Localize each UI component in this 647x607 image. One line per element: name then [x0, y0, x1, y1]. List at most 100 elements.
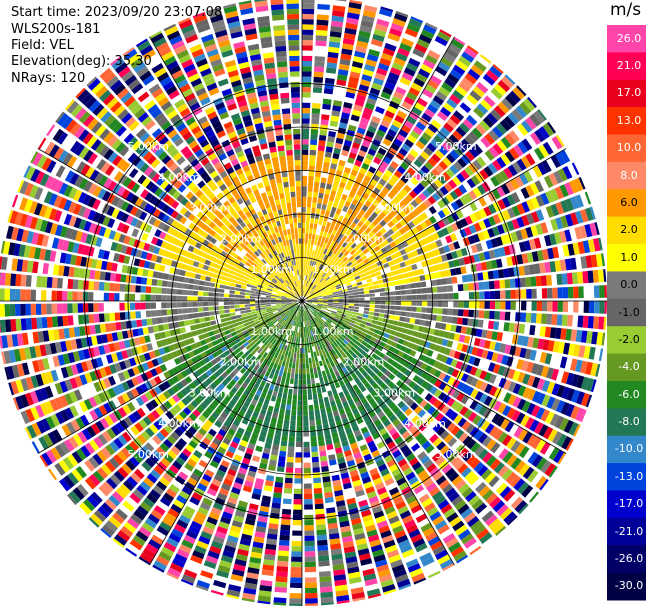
velocity-gate	[436, 315, 443, 322]
velocity-gate	[278, 540, 290, 546]
velocity-gate	[370, 38, 384, 47]
velocity-gate	[575, 329, 583, 343]
velocity-gate	[290, 415, 296, 421]
velocity-gate	[354, 255, 361, 261]
velocity-gate	[302, 40, 313, 46]
velocity-gate	[308, 276, 312, 282]
velocity-gate	[321, 466, 329, 473]
velocity-gate	[303, 285, 305, 291]
velocity-gate	[562, 287, 569, 299]
velocity-gate	[312, 302, 318, 305]
velocity-gate	[383, 332, 390, 339]
velocity-gate	[539, 262, 546, 274]
velocity-gate	[559, 259, 567, 271]
velocity-gate	[492, 126, 504, 138]
velocity-gate	[304, 243, 308, 249]
velocity-gate	[324, 237, 329, 244]
velocity-gate	[434, 35, 449, 47]
velocity-gate	[309, 249, 313, 255]
velocity-gate	[230, 315, 237, 320]
velocity-gate	[424, 127, 435, 138]
velocity-gate	[322, 98, 332, 105]
velocity-gate	[364, 301, 370, 304]
velocity-gate	[466, 114, 478, 126]
velocity-gate	[379, 287, 385, 292]
velocity-gate	[538, 144, 550, 158]
velocity-gate	[421, 287, 427, 294]
velocity-gate	[331, 310, 337, 314]
velocity-gate	[427, 79, 440, 90]
velocity-gate	[319, 258, 323, 264]
velocity-gate	[279, 450, 287, 457]
velocity-gate	[425, 22, 438, 30]
velocity-gate	[326, 307, 333, 311]
velocity-gate	[487, 270, 494, 280]
velocity-gate	[481, 329, 488, 339]
velocity-gate	[334, 256, 340, 262]
velocity-gate	[415, 313, 422, 319]
velocity-gate	[459, 195, 469, 206]
velocity-gate	[501, 98, 514, 111]
velocity-gate	[361, 15, 375, 23]
velocity-gate	[452, 308, 459, 316]
velocity-gate	[361, 280, 368, 285]
velocity-gate	[599, 285, 605, 298]
velocity-gate	[457, 157, 467, 168]
velocity-gate	[574, 226, 583, 240]
velocity-gate	[380, 301, 386, 305]
velocity-gate	[493, 248, 501, 258]
velocity-gate	[545, 190, 555, 203]
velocity-gate	[313, 399, 319, 405]
velocity-gate	[302, 290, 304, 296]
velocity-gate	[461, 274, 468, 283]
velocity-gate	[333, 94, 344, 102]
velocity-gate	[534, 325, 541, 337]
velocity-gate	[448, 243, 456, 252]
velocity-gate	[486, 351, 494, 361]
velocity-gate	[521, 214, 530, 227]
velocity-gate	[302, 139, 309, 145]
velocity-gate	[313, 487, 323, 494]
velocity-gate	[453, 301, 459, 308]
velocity-gate	[437, 175, 447, 185]
velocity-gate	[523, 98, 536, 112]
velocity-gate	[308, 281, 312, 287]
velocity-gate	[564, 258, 572, 271]
velocity-gate	[546, 274, 553, 286]
velocity-gate	[420, 29, 435, 40]
velocity-gate	[506, 220, 515, 232]
velocity-gate	[338, 122, 348, 130]
velocity-gate	[555, 152, 566, 166]
velocity-gate	[502, 196, 511, 208]
velocity-gate	[487, 228, 495, 238]
velocity-gate	[306, 302, 312, 306]
velocity-gate	[351, 283, 358, 287]
velocity-gate	[510, 289, 516, 299]
velocity-gate	[435, 322, 442, 329]
velocity-gate	[433, 115, 445, 126]
velocity-gate	[424, 209, 433, 218]
velocity-gate	[419, 202, 428, 211]
velocity-gate	[313, 279, 318, 284]
velocity-gate	[407, 271, 415, 278]
velocity-gate	[272, 412, 279, 419]
velocity-gate	[341, 48, 353, 56]
velocity-gate	[369, 120, 379, 129]
velocity-gate	[340, 117, 349, 124]
velocity-gate	[459, 102, 472, 114]
velocity-gate	[312, 388, 317, 395]
velocity-gate	[406, 295, 412, 300]
velocity-gate	[308, 399, 313, 406]
velocity-gate	[305, 292, 309, 297]
velocity-gate	[302, 212, 306, 218]
velocity-gate	[546, 157, 557, 171]
velocity-gate	[484, 291, 490, 300]
velocity-gate	[341, 248, 347, 254]
velocity-gate	[334, 174, 341, 182]
velocity-gate	[426, 334, 434, 342]
velocity-gate	[312, 92, 322, 99]
velocity-gate	[442, 285, 448, 293]
velocity-gate	[314, 493, 323, 499]
velocity-gate	[305, 294, 310, 298]
velocity-gate	[302, 154, 309, 161]
